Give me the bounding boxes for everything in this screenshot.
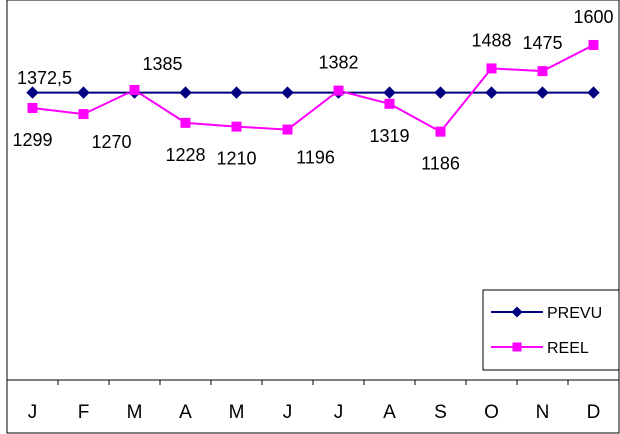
point-reel-0 (27, 102, 38, 113)
point-reel-5 (282, 124, 293, 135)
point-reel-9 (486, 63, 497, 74)
data-label-reel-2: 1385 (142, 54, 182, 74)
legend-marker-reel (512, 342, 522, 352)
data-label-reel-5: 1196 (296, 148, 335, 168)
data-label-reel-7: 1319 (369, 126, 409, 146)
x-tick-label-n: N (536, 402, 550, 423)
data-label-reel-9: 1488 (471, 30, 511, 50)
x-tick-label-a: A (179, 402, 192, 423)
point-prevu-11 (587, 86, 600, 99)
point-prevu-0 (26, 86, 39, 99)
plot-area-frame (6, 0, 620, 434)
x-tick-label-j: J (28, 402, 38, 423)
legend-box (482, 289, 620, 371)
x-tick-label-s: S (434, 402, 447, 423)
x-tick-label-j: J (334, 402, 344, 423)
data-label-reel-11: 1600 (573, 7, 613, 27)
x-tick-label-m: M (127, 402, 143, 423)
data-label-reel-6: 1382 (318, 53, 358, 73)
point-prevu-10 (536, 86, 549, 99)
legend-label-reel: REEL (547, 340, 589, 357)
legend: PREVU REEL (482, 289, 620, 371)
data-label-reel-1: 1270 (91, 132, 131, 152)
point-reel-2 (129, 84, 140, 95)
data-label-reel-3: 1228 (165, 145, 205, 165)
data-labels: 1372,5 1299 1270 1385 1228 1210 1196 1382 1319 11… (12, 7, 613, 174)
x-tick-label-d: D (587, 402, 601, 423)
data-label-reel-8: 1186 (421, 154, 460, 174)
legend-label-prevu: PREVU (547, 305, 602, 322)
point-prevu-4 (230, 86, 243, 99)
point-reel-4 (231, 121, 242, 132)
x-tick-label-f: F (78, 402, 90, 423)
x-tick-label-j: J (283, 402, 293, 423)
point-reel-6 (333, 85, 344, 96)
point-reel-8 (435, 126, 446, 137)
data-label-prevu-0: 1372,5 (17, 68, 72, 88)
series-line-reel (32, 44, 594, 133)
legend-marker-prevu (511, 306, 523, 318)
point-reel-7 (384, 98, 395, 109)
point-reel-1 (78, 109, 89, 120)
point-prevu-1 (77, 86, 90, 99)
x-axis-ticks (6, 380, 620, 385)
point-reel-10 (537, 66, 548, 77)
point-reel-3 (180, 117, 191, 128)
point-reel-11 (588, 39, 599, 50)
point-prevu-7 (383, 86, 396, 99)
x-tick-label-m: M (229, 402, 245, 423)
point-prevu-3 (179, 86, 192, 99)
data-label-reel-0: 1299 (12, 130, 52, 150)
series-lines (32, 44, 594, 133)
point-prevu-8 (434, 86, 447, 99)
point-prevu-5 (281, 86, 294, 99)
x-tick-label-o: O (484, 402, 499, 423)
x-tick-label-a: A (383, 402, 396, 423)
data-label-reel-10: 1475 (522, 33, 562, 53)
data-label-reel-4: 1210 (216, 149, 256, 169)
point-prevu-9 (485, 86, 498, 99)
series-markers (26, 39, 600, 137)
